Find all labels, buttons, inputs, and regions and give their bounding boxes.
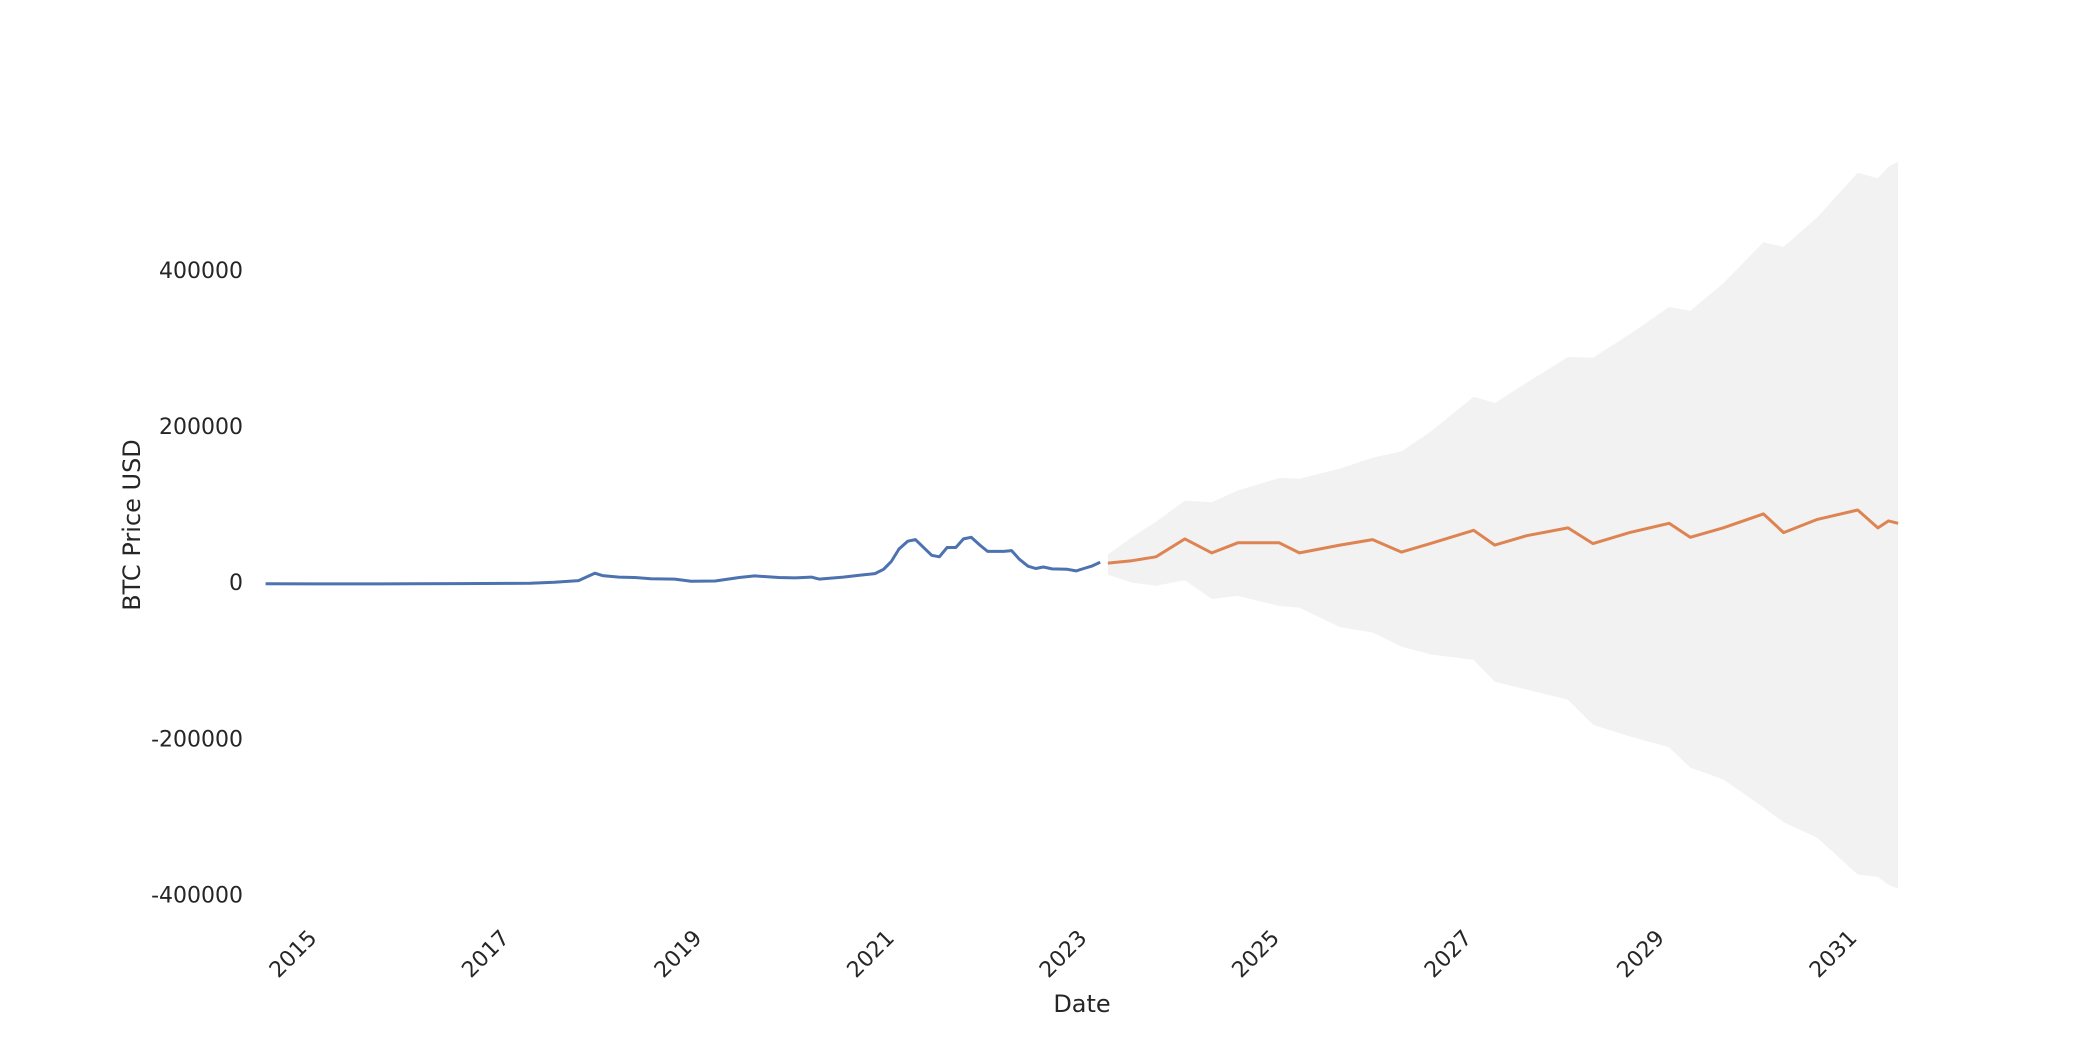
x-axis-label: Date [1053,990,1110,1018]
x-tick-label: 2029 [1613,926,1670,983]
y-tick-label: 0 [229,571,243,596]
x-tick-label: 2021 [843,926,900,983]
y-tick-label: -200000 [151,727,243,752]
confidence-band [1107,161,1899,889]
y-axis-label: BTC Price USD [118,439,146,611]
x-tick-label: 2025 [1228,926,1285,983]
x-tick-label: 2023 [1035,926,1092,983]
x-tick-label: 2017 [457,926,514,983]
y-tick-label: 200000 [159,415,243,440]
x-tick-label: 2015 [265,926,322,983]
x-tick-label: 2031 [1805,926,1862,983]
x-tick-label: 2019 [650,926,707,983]
series-line [1107,508,1899,565]
y-tick-label: 400000 [159,259,243,284]
x-tick-label: 2027 [1420,926,1477,983]
series-line [265,535,1101,586]
y-tick-label: -400000 [151,883,243,908]
